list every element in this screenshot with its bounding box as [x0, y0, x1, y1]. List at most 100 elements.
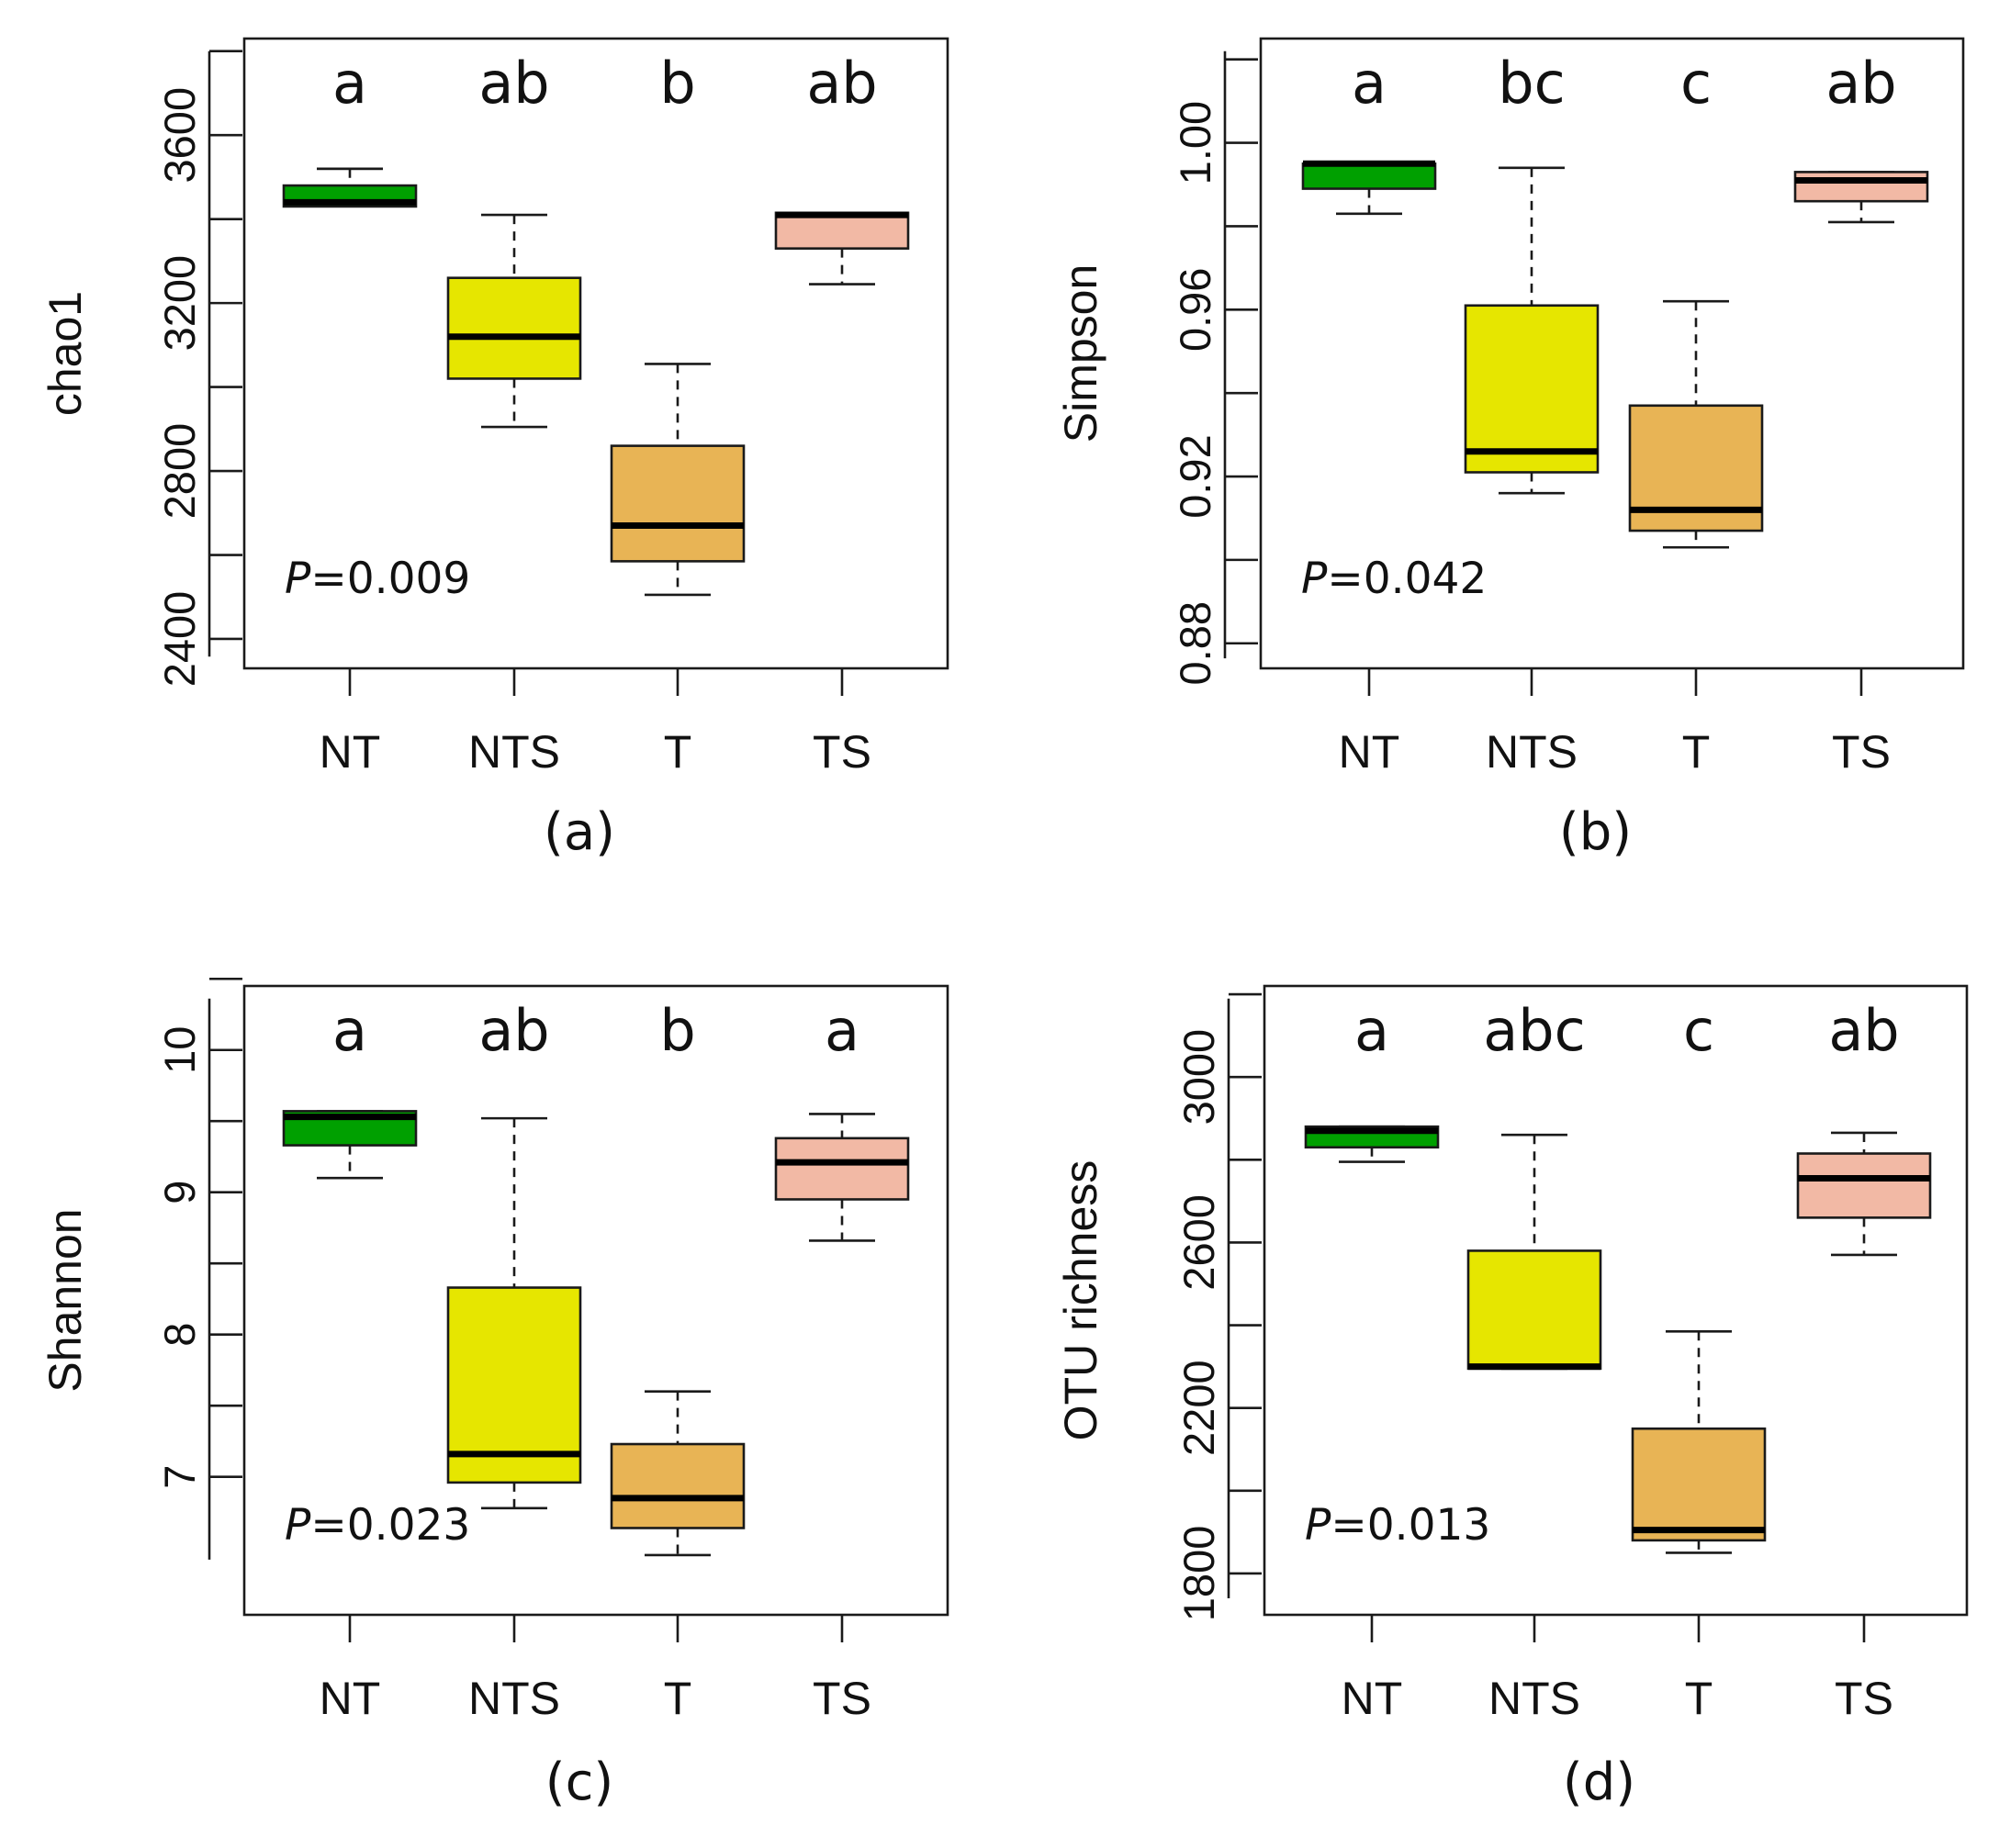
y-tick-label: 9	[155, 1181, 204, 1204]
box-NT	[1304, 1125, 1440, 1163]
p-value-number: =0.042	[1327, 554, 1487, 604]
box-NT	[282, 1110, 418, 1180]
x-tick-label: NTS	[468, 1673, 560, 1724]
y-tick-label: 1.00	[1171, 101, 1219, 185]
y-tick-label: 2600	[1174, 1194, 1223, 1291]
y-tick-label: 1800	[1174, 1526, 1223, 1622]
box-NTS	[446, 1116, 582, 1510]
p-value-symbol: P	[285, 1500, 311, 1551]
iqr-box	[610, 444, 746, 563]
y-axis-label: chao1	[39, 291, 91, 416]
box-TS	[774, 1113, 910, 1242]
x-tick-label: TS	[1835, 1673, 1893, 1724]
x-tick-label: NT	[320, 1673, 381, 1724]
p-value-symbol: P	[1305, 1500, 1331, 1551]
y-tick-label: 2200	[1174, 1360, 1223, 1456]
plot-frame	[242, 984, 949, 1617]
iqr-box	[610, 1442, 746, 1529]
x-tick-label: NT	[1339, 726, 1400, 778]
significance-letter: bc	[1498, 50, 1565, 117]
iqr-box	[774, 1137, 910, 1201]
panel-caption: (c)	[545, 1753, 613, 1812]
significance-letter: ab	[478, 50, 549, 117]
y-tick-label: 0.92	[1171, 434, 1219, 518]
y-axis-label: Simpson	[1055, 264, 1106, 443]
iqr-box	[1464, 304, 1600, 474]
significance-letter: abc	[1483, 997, 1585, 1064]
p-value: P=0.013	[1305, 1500, 1490, 1551]
y-axis-label: Shannon	[39, 1208, 91, 1392]
y-tick-label: 2800	[155, 423, 204, 520]
x-tick-label: TS	[813, 726, 871, 778]
iqr-box	[1301, 162, 1437, 190]
panel-caption: (a)	[544, 802, 615, 862]
panel-a: 2400 2800 3200 3600 chao1 NT NTS T TS a ab b ab P=0.0…	[39, 37, 949, 862]
x-tick-label: NT	[1342, 1673, 1403, 1724]
y-tick-label: 8	[155, 1323, 204, 1347]
iqr-box	[446, 1286, 582, 1484]
significance-letter: c	[1683, 997, 1714, 1064]
plot-frame	[242, 37, 949, 670]
significance-letter: ab	[1825, 50, 1896, 117]
y-tick-label: 7	[155, 1465, 204, 1489]
box-T	[1628, 299, 1764, 549]
x-tick-label: T	[664, 726, 692, 778]
iqr-box	[1631, 1427, 1767, 1542]
y-axis-label: OTU richness	[1055, 1160, 1106, 1441]
box-NTS	[1466, 1133, 1602, 1371]
significance-letter: b	[659, 997, 695, 1064]
p-value-number: =0.023	[310, 1500, 470, 1551]
significance-letter: a	[825, 997, 859, 1064]
p-value-number: =0.009	[310, 554, 470, 604]
x-tick-label: NT	[320, 726, 381, 778]
panel-b: 0.88 0.92 0.96 1.00 Simpson NT NTS T TS a bc c ab P=0…	[1055, 37, 1965, 862]
box-TS	[774, 211, 910, 286]
y-tick-label: 2400	[155, 591, 204, 688]
plot-frame	[1259, 37, 1965, 670]
box-T	[610, 363, 746, 597]
p-value: P=0.023	[285, 1500, 470, 1551]
panel-caption: (b)	[1559, 802, 1632, 862]
p-value: P=0.042	[1301, 554, 1487, 604]
x-tick-label: NTS	[1486, 726, 1578, 778]
x-tick-label: NTS	[1488, 1673, 1580, 1724]
box-NT	[282, 167, 418, 208]
box-NTS	[1464, 166, 1600, 495]
significance-letter: ab	[478, 997, 549, 1064]
panel-caption: (d)	[1563, 1753, 1635, 1812]
p-value-symbol: P	[285, 554, 311, 604]
significance-letter: c	[1680, 50, 1712, 117]
y-tick-label: 3000	[1174, 1029, 1223, 1126]
p-value: P=0.009	[285, 554, 470, 604]
iqr-box	[446, 276, 582, 380]
plot-frame	[1263, 984, 1969, 1617]
y-tick-label: 0.96	[1171, 268, 1219, 352]
p-value-number: =0.013	[1331, 1500, 1490, 1551]
iqr-box	[1466, 1249, 1602, 1371]
x-tick-label: T	[664, 1673, 692, 1724]
significance-letter: a	[332, 50, 367, 117]
iqr-box	[1796, 1152, 1932, 1219]
y-tick-label: 0.88	[1171, 601, 1219, 685]
significance-letter: ab	[1828, 997, 1899, 1064]
y-tick-label: 3600	[155, 87, 204, 184]
box-TS	[1793, 171, 1929, 224]
box-T	[610, 1390, 746, 1557]
significance-letter: b	[659, 50, 695, 117]
p-value-symbol: P	[1301, 554, 1328, 604]
box-NT	[1301, 160, 1437, 216]
x-tick-label: T	[1682, 726, 1711, 778]
x-tick-label: NTS	[468, 726, 560, 778]
y-tick-label: 10	[155, 1026, 204, 1074]
iqr-box	[774, 211, 910, 250]
iqr-box	[1793, 171, 1929, 203]
box-T	[1631, 1329, 1767, 1554]
x-tick-label: TS	[1832, 726, 1891, 778]
significance-letter: a	[1352, 50, 1387, 117]
y-tick-label: 3200	[155, 255, 204, 352]
significance-letter: a	[1354, 997, 1389, 1064]
x-tick-label: T	[1685, 1673, 1713, 1724]
significance-letter: ab	[806, 50, 877, 117]
